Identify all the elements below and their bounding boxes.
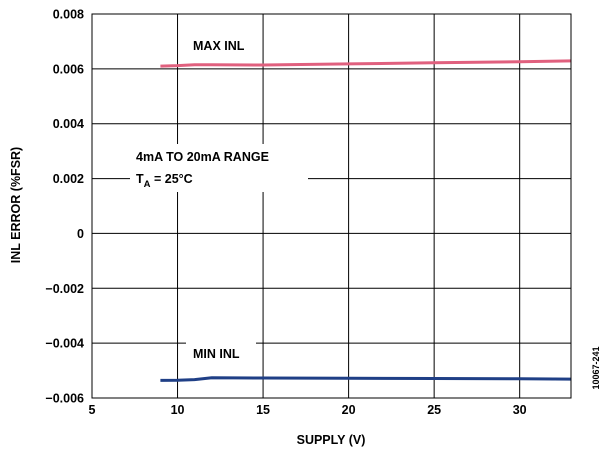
y-tick-label: −0.004	[45, 337, 84, 351]
x-tick-label: 25	[427, 403, 441, 417]
y-tick-label: −0.006	[45, 392, 84, 406]
min-inl-label-bg	[186, 342, 256, 362]
figure-id: 10067-241	[591, 346, 601, 389]
range-annotation: 4mA TO 20mA RANGE	[136, 150, 269, 164]
y-tick-label: 0.008	[53, 8, 84, 22]
min-inl-label: MIN INL	[193, 347, 240, 361]
y-tick-labels: −0.006 −0.004 −0.002 0 0.002 0.004 0.006 0.008	[45, 8, 84, 406]
temperature-symbol: T	[136, 172, 144, 186]
series-line-min-inl	[160, 376, 572, 382]
max-inl-label: MAX INL	[193, 39, 245, 53]
series-line-max-inl	[160, 59, 572, 68]
temperature-annotation: TA = 25°C	[136, 172, 193, 190]
temperature-subscript: A	[144, 179, 151, 190]
max-inl-label-bg	[186, 34, 256, 54]
x-tick-label: 5	[89, 403, 96, 417]
data-series	[160, 59, 572, 382]
y-tick-label: 0.004	[53, 117, 84, 131]
y-tick-label: −0.002	[45, 282, 84, 296]
x-axis-title: SUPPLY (V)	[297, 433, 366, 447]
y-tick-label: 0.006	[53, 62, 84, 76]
plot-frame	[91, 13, 572, 399]
x-tick-label: 15	[256, 403, 270, 417]
y-axis-title: INL ERROR (%FSR)	[9, 147, 23, 263]
grid-lines	[92, 14, 571, 398]
x-tick-labels: 5 10 15 20 25 30	[89, 403, 527, 417]
x-tick-label: 20	[342, 403, 356, 417]
temperature-value: = 25°C	[151, 172, 193, 186]
y-tick-label: 0.002	[53, 172, 84, 186]
x-tick-label: 10	[171, 403, 185, 417]
conditions-bg	[130, 144, 308, 192]
x-tick-label: 30	[513, 403, 527, 417]
y-tick-label: 0	[77, 227, 84, 241]
